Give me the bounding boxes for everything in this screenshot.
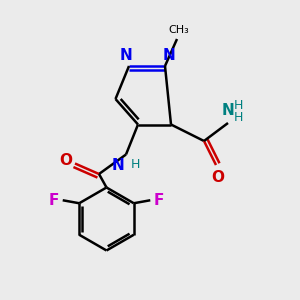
Text: F: F [49, 193, 59, 208]
Text: N: N [120, 48, 132, 63]
Text: H: H [234, 112, 243, 124]
Text: H: H [234, 99, 243, 112]
Text: H: H [131, 158, 140, 170]
Text: N: N [112, 158, 124, 172]
Text: CH₃: CH₃ [168, 26, 189, 35]
Text: F: F [154, 193, 164, 208]
Text: O: O [211, 170, 224, 185]
Text: N: N [162, 48, 175, 63]
Text: O: O [59, 153, 72, 168]
Text: N: N [222, 103, 234, 118]
